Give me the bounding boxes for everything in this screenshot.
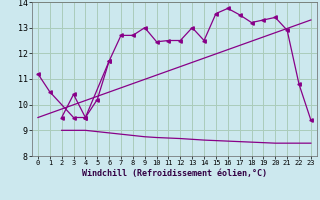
X-axis label: Windchill (Refroidissement éolien,°C): Windchill (Refroidissement éolien,°C) [82, 169, 267, 178]
